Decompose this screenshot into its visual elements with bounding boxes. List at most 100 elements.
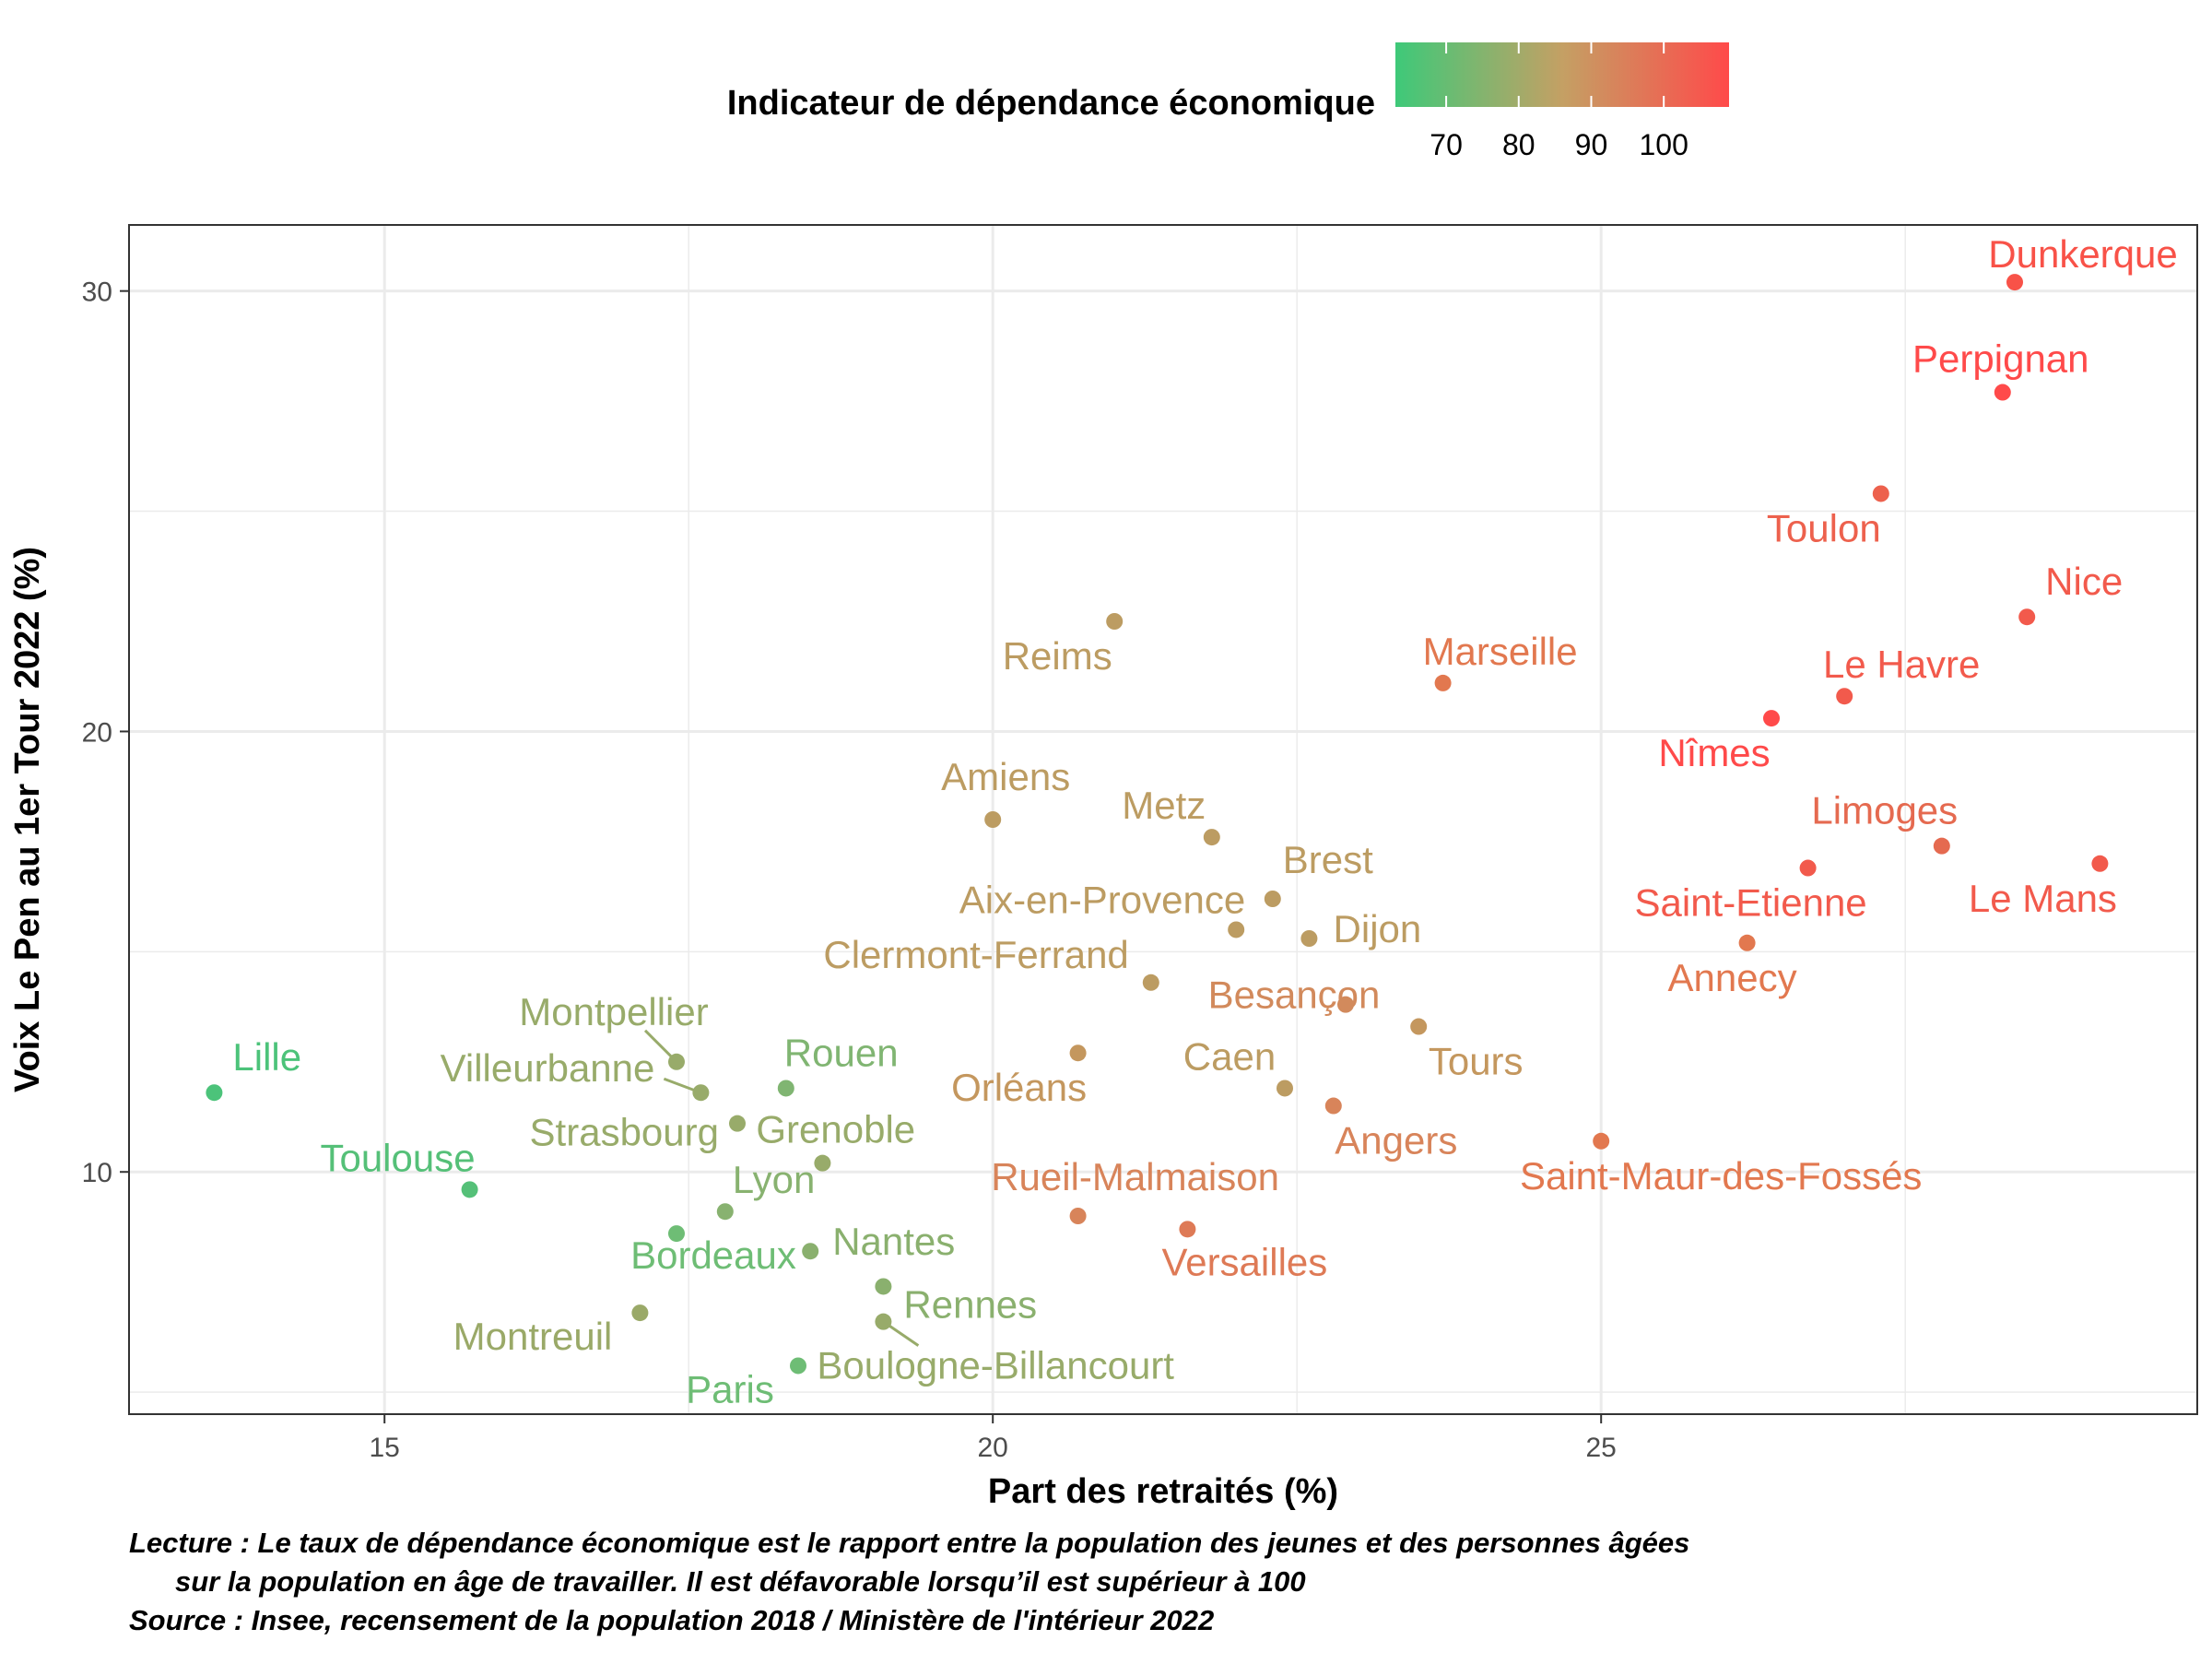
data-point-label: Perpignan [1912, 337, 2088, 381]
data-point [1179, 1221, 1196, 1238]
data-point [1106, 613, 1124, 630]
data-point [2006, 274, 2023, 291]
x-axis-tick-label: 25 [1586, 1433, 1617, 1463]
data-point-label: Dijon [1334, 907, 1422, 950]
data-point-label: Marseille [1423, 630, 1578, 673]
data-point [668, 1225, 685, 1243]
data-point [1337, 996, 1354, 1013]
data-point [692, 1084, 710, 1102]
data-point-label: Amiens [941, 755, 1070, 798]
data-point-label: Rueil-Malmaison [991, 1155, 1279, 1198]
data-point [729, 1115, 746, 1132]
data-point-label: Montreuil [453, 1315, 613, 1358]
plot-panel [129, 225, 2197, 1414]
legend-tick-label: 90 [1575, 128, 1608, 161]
data-point [875, 1278, 892, 1295]
data-point-label: Metz [1122, 784, 1206, 827]
data-point [1228, 921, 1245, 938]
data-point-label: Rouen [784, 1031, 899, 1074]
data-point [1799, 859, 1817, 877]
data-point [1300, 930, 1318, 947]
data-point-label: Reims [1003, 634, 1112, 678]
data-point [984, 811, 1002, 828]
data-point [1933, 837, 1950, 855]
legend-tick-label: 100 [1639, 128, 1688, 161]
legend-colorbar [1395, 42, 1729, 107]
points [206, 274, 2109, 1375]
x-axis-tick-label: 15 [370, 1433, 400, 1463]
data-point [790, 1357, 806, 1375]
data-point [814, 1154, 831, 1172]
data-point-label: Annecy [1668, 956, 1797, 999]
data-point-label: Limoges [1811, 789, 1958, 832]
data-point-label: Bordeaux [630, 1233, 796, 1277]
x-axis-tick-label: 20 [978, 1433, 1008, 1463]
data-point [1142, 974, 1159, 991]
x-axis-title: Part des retraités (%) [988, 1472, 1338, 1511]
data-point-label: Nice [2045, 560, 2123, 603]
data-point [802, 1243, 819, 1260]
data-point-label: Aix-en-Provence [959, 878, 1245, 921]
data-point-label: Lyon [733, 1158, 816, 1201]
source-note: Source : Insee, recensement de la popula… [129, 1604, 1215, 1636]
legend-tick-label: 70 [1430, 128, 1463, 161]
data-point [631, 1304, 649, 1322]
legend-title: Indicateur de dépendance économique [727, 84, 1375, 123]
data-point [1324, 1097, 1342, 1115]
data-point-label: Angers [1335, 1119, 1457, 1162]
data-point-label: Lille [232, 1035, 301, 1079]
point-labels: Lille Toulouse Bordeaux Montreuil Montpellie… [232, 232, 2177, 1410]
data-point-label: Besançon [1208, 974, 1381, 1017]
data-point-label: Boulogne-Billancourt [817, 1344, 1174, 1387]
data-point [1738, 934, 1756, 951]
data-point [1593, 1132, 1610, 1150]
plot-border [128, 224, 2198, 1415]
data-point-label: Villeurbanne [441, 1046, 655, 1090]
data-point-label: Dunkerque [1988, 232, 2177, 276]
data-point-label: Toulon [1767, 506, 1881, 549]
data-point-label: Caen [1183, 1034, 1276, 1078]
data-point-label: Toulouse [320, 1136, 475, 1179]
y-axis-title: Voix Le Pen au 1er Tour 2022 (%) [8, 547, 47, 1092]
data-point [875, 1313, 892, 1330]
data-point-label: Nîmes [1658, 731, 1770, 774]
reading-note-line-2: sur la population en âge de travailler. … [175, 1565, 1306, 1598]
y-axis-tick-label: 20 [82, 717, 112, 748]
data-point-label: Grenoble [756, 1108, 915, 1151]
data-point [2091, 855, 2109, 872]
data-point [777, 1080, 794, 1097]
data-point [1203, 829, 1220, 846]
data-point [668, 1053, 685, 1070]
data-point-label: Paris [686, 1367, 774, 1410]
data-point [716, 1203, 734, 1221]
data-point [1069, 1208, 1087, 1224]
data-point [1994, 384, 2011, 401]
data-point [1872, 485, 1889, 502]
data-point-label: Tours [1429, 1040, 1524, 1083]
data-point [1277, 1080, 1293, 1097]
data-point [1434, 674, 1452, 691]
data-point [1069, 1044, 1087, 1062]
data-point-label: Saint-Etienne [1635, 881, 1867, 925]
data-point-label: Versailles [1162, 1240, 1328, 1283]
data-point-label: Nantes [832, 1220, 955, 1263]
data-point-label: Brest [1283, 838, 1373, 881]
legend-tick-label: 80 [1502, 128, 1535, 161]
y-axis-tick-label: 30 [82, 277, 112, 308]
data-point [206, 1084, 223, 1102]
data-point [1763, 710, 1780, 727]
data-point [461, 1181, 478, 1198]
data-point-label: Rennes [903, 1282, 1037, 1326]
data-point-label: Orléans [951, 1066, 1087, 1109]
data-point [1264, 891, 1281, 907]
data-point [1410, 1018, 1428, 1035]
data-point [1836, 688, 1853, 705]
data-point-label: Montpellier [519, 990, 708, 1033]
data-point [2018, 608, 2036, 626]
data-point-label: Saint-Maur-des-Fossés [1520, 1154, 1922, 1198]
reading-note-line-1: Lecture : Le taux de dépendance économiq… [129, 1527, 1690, 1559]
data-point-label: Strasbourg [530, 1111, 719, 1154]
data-point-label: Le Mans [1969, 877, 2117, 920]
